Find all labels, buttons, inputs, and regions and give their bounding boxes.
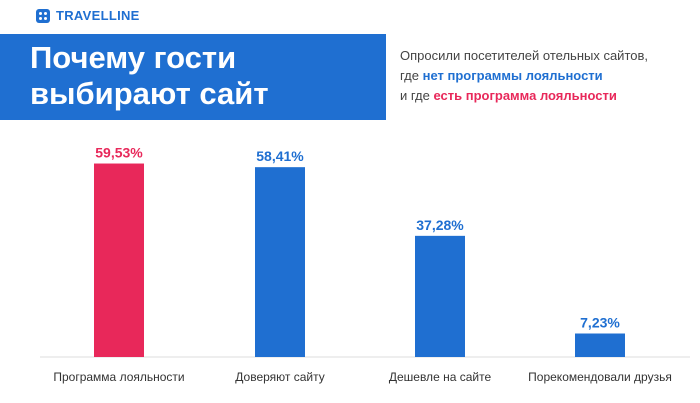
subtitle-line-3: и где есть программа лояльности xyxy=(400,86,648,106)
brand-logo: TRAVELLINE xyxy=(36,8,140,23)
with-program-label: есть программа лояльности xyxy=(433,88,617,103)
bar-value-label-1: 59,53% xyxy=(95,145,143,161)
no-program-label: нет программы лояльности xyxy=(422,68,603,83)
title-line-1: Почему гости xyxy=(30,40,237,75)
subtitle: Опросили посетителей отельных сайтов, гд… xyxy=(400,46,648,106)
travelline-logo-icon xyxy=(36,8,50,23)
category-label-4: Порекомендовали друзья xyxy=(528,370,672,384)
subtitle-line-1: Опросили посетителей отельных сайтов, xyxy=(400,48,649,63)
subtitle-line-3-prefix: и где xyxy=(400,88,434,103)
bar-3 xyxy=(415,235,465,357)
title-line-2: выбирают сайт xyxy=(30,76,269,111)
category-label-1: Программа лояльности xyxy=(53,370,184,384)
bar-2 xyxy=(255,167,305,357)
title-banner: Почему гости выбирают сайт xyxy=(0,34,386,120)
brand-name: TRAVELLINE xyxy=(56,8,140,23)
category-label-2: Доверяют сайту xyxy=(235,370,324,384)
bar-value-label-2: 58,41% xyxy=(256,148,304,164)
category-label-3: Дешевле на сайте xyxy=(389,370,492,384)
bar-value-label-4: 7,23% xyxy=(580,315,620,331)
bar-value-label-3: 37,28% xyxy=(416,217,464,233)
bar-1 xyxy=(94,163,144,357)
subtitle-line-2-prefix: где xyxy=(400,68,423,83)
subtitle-line-2: где нет программы лояльности xyxy=(400,66,648,86)
bar-4 xyxy=(575,333,625,357)
